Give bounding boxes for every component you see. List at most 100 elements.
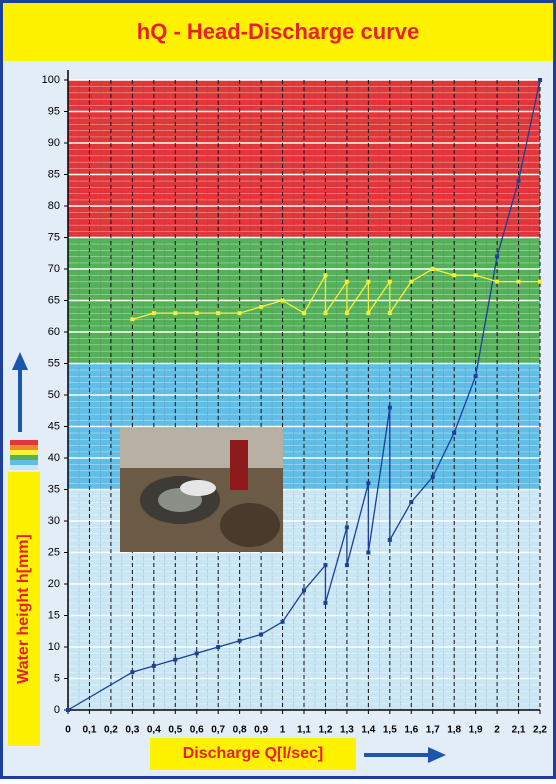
point	[302, 588, 306, 593]
point	[151, 311, 156, 316]
point	[430, 267, 435, 271]
y-tick-label: 40	[48, 452, 60, 464]
x-tick-label: 0,3	[125, 725, 139, 736]
point	[366, 311, 371, 316]
point	[387, 405, 392, 410]
y-tick-label: 95	[48, 105, 60, 117]
y-tick-label: 50	[48, 389, 60, 401]
point	[387, 279, 392, 284]
x-tick-label: 0,9	[254, 725, 268, 736]
y-tick-label: 35	[48, 483, 60, 495]
y-tick-label: 70	[48, 263, 60, 275]
point	[452, 273, 457, 278]
x-tick-label: 1,9	[469, 725, 483, 736]
point	[280, 298, 285, 303]
point	[302, 311, 306, 316]
y-tick-label: 65	[48, 294, 60, 306]
point	[323, 273, 328, 278]
y-tick-label: 0	[54, 704, 60, 716]
x-tick-label: 1,2	[319, 725, 333, 736]
point	[216, 311, 221, 316]
x-tick-label: 0,6	[190, 725, 204, 736]
x-tick-label: 1,8	[447, 725, 461, 736]
point	[151, 663, 156, 668]
point	[259, 304, 264, 309]
x-axis-label: Discharge Q[l/sec]	[183, 745, 324, 762]
x-tick-label: 2,2	[533, 725, 547, 736]
point	[366, 279, 371, 284]
chart-title: hQ - Head-Discharge curve	[137, 19, 419, 44]
x-tick-label: 1,6	[404, 725, 418, 736]
point	[473, 374, 478, 379]
photo	[120, 428, 283, 552]
x-tick-label: 0,2	[104, 725, 118, 736]
point	[473, 273, 478, 278]
point	[323, 311, 328, 316]
point	[516, 178, 521, 183]
x-tick-label: 0,4	[147, 725, 161, 736]
point	[237, 638, 242, 643]
point	[173, 657, 178, 662]
point	[194, 311, 199, 316]
y-tick-label: 90	[48, 137, 60, 149]
point	[538, 78, 542, 82]
point	[452, 430, 457, 435]
y-tick-label: 25	[48, 546, 60, 558]
y-tick-label: 45	[48, 420, 60, 432]
point	[323, 600, 328, 605]
x-tick-label: 1,4	[361, 725, 375, 736]
y-tick-label: 5	[54, 672, 60, 684]
x-label-box	[150, 738, 356, 770]
point	[495, 254, 500, 259]
x-tick-label: 1,1	[297, 725, 311, 736]
point	[516, 279, 521, 284]
point	[237, 311, 242, 316]
point	[344, 279, 349, 284]
arrow-head	[428, 747, 446, 763]
y-tick-label: 85	[48, 168, 60, 180]
point	[409, 500, 414, 505]
point	[259, 632, 264, 637]
point	[387, 311, 392, 316]
point	[409, 279, 414, 284]
point	[66, 708, 70, 712]
x-tick-label: 2,1	[512, 725, 526, 736]
x-tick-label: 0,7	[211, 725, 225, 736]
x-tick-label: 0,5	[168, 725, 182, 736]
plot-area: 0510152025303540455055606570758085909510…	[42, 70, 547, 736]
point	[366, 481, 371, 486]
point	[387, 537, 392, 542]
arrow-head	[12, 352, 28, 370]
point	[280, 619, 285, 624]
x-tick-label: 1,7	[426, 725, 440, 736]
y-tick-label: 60	[48, 326, 60, 338]
x-tick-label: 2	[494, 725, 500, 736]
point	[130, 670, 135, 675]
y-axis-label: Water height h[mm]	[15, 534, 32, 684]
x-tick-label: 1	[280, 725, 286, 736]
x-tick-label: 0,8	[233, 725, 247, 736]
y-tick-label: 80	[48, 200, 60, 212]
point	[344, 563, 349, 568]
x-tick-label: 1,3	[340, 725, 354, 736]
y-tick-label: 20	[48, 578, 60, 590]
point	[344, 311, 349, 316]
point	[538, 279, 542, 284]
point	[430, 474, 435, 479]
point	[173, 311, 178, 316]
point	[344, 525, 349, 530]
point	[495, 279, 500, 284]
title-bar	[3, 3, 553, 61]
y-tick-label: 10	[48, 641, 60, 653]
point	[130, 317, 135, 322]
point	[194, 651, 199, 656]
y-tick-label: 75	[48, 231, 60, 243]
point	[323, 563, 328, 568]
y-tick-label: 55	[48, 357, 60, 369]
point	[366, 550, 371, 555]
color-key	[10, 440, 38, 470]
y-label-box	[8, 472, 40, 746]
y-tick-label: 100	[42, 74, 60, 86]
x-tick-label: 0	[65, 725, 71, 736]
